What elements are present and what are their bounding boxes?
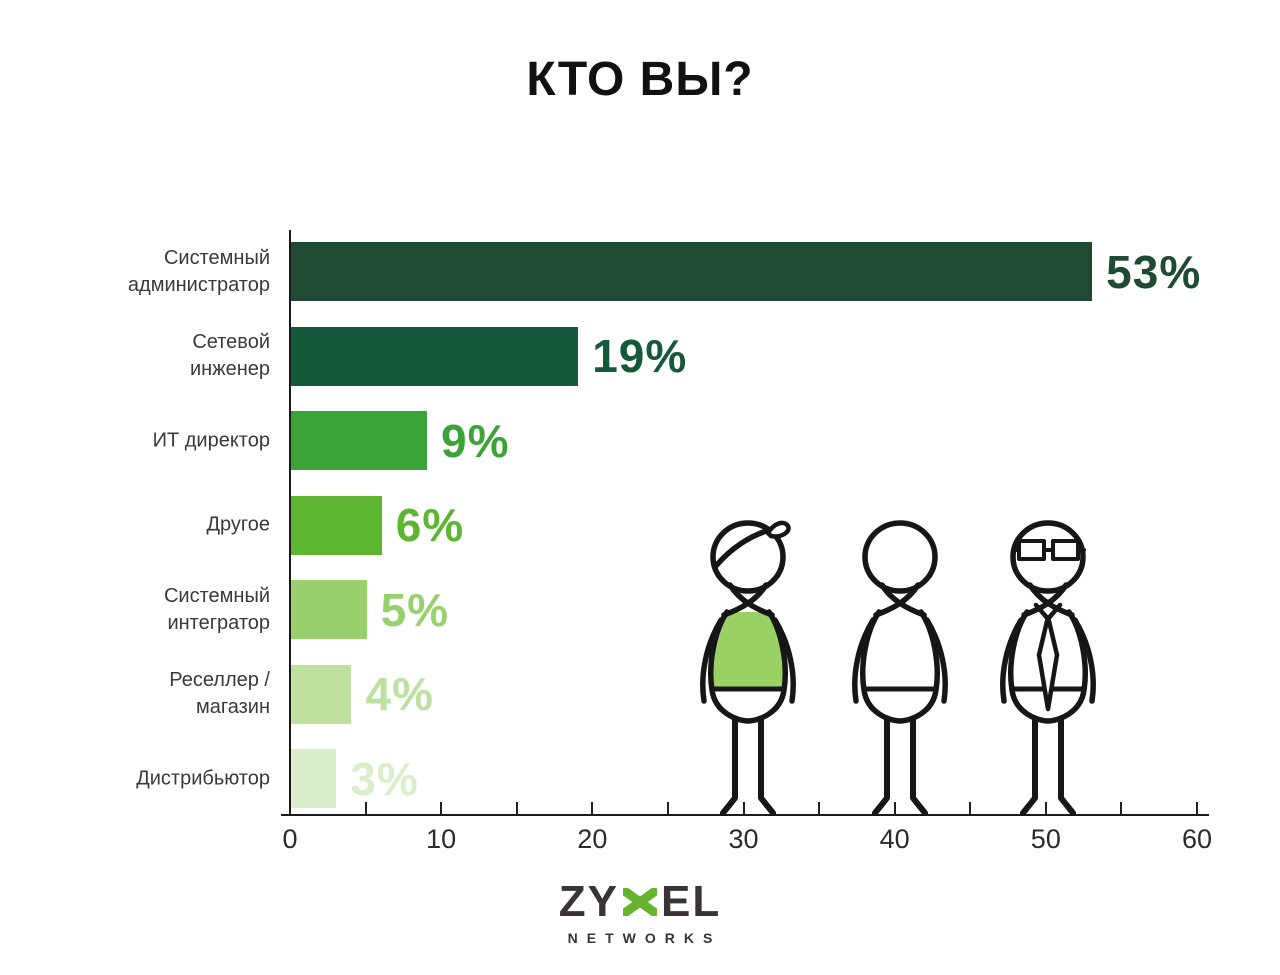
category-label: Системный администратор [127,246,270,296]
category-label: Дистрибьютор [136,767,270,789]
x-axis-tick [440,802,443,814]
x-axis-tick [666,802,669,814]
logo-text-left: ZY [558,877,619,926]
bar [291,580,367,639]
x-axis-tick-label: 30 [728,824,759,854]
person-glasses-tie-icon [1000,520,1096,816]
value-label: 4% [365,668,434,720]
value-label: 3% [350,752,419,805]
value-label: 5% [380,583,450,636]
category-label: Другое [206,513,270,536]
zyxel-logo: ZY EL NETWORKS [0,880,1280,947]
zyxel-wordmark: ZY EL [0,880,1280,924]
x-axis-tick [969,802,972,814]
y-axis-line [289,230,291,816]
x-axis-tick-label: 20 [577,824,608,854]
x-axis-tick [742,802,745,814]
value-label: 6% [395,499,465,551]
people-illustration [700,520,1096,816]
x-axis-tick [1120,802,1123,814]
bar [291,749,337,808]
logo-text-right: EL [661,877,722,926]
value-label: 19% [592,330,688,382]
x-axis-tick [893,802,896,814]
bar [291,242,1093,301]
x-axis-tick [364,802,367,814]
person-plain-icon [852,520,948,816]
category-label: Сетевой инженер [189,331,270,380]
x-axis-tick [591,802,594,814]
chart-title: КТО ВЫ? [526,53,754,106]
x-axis-tick [515,802,518,814]
person-green-vest-icon [700,520,796,816]
value-label: 53% [1106,245,1202,298]
category-label: ИТ директор [152,429,270,451]
bar [291,664,352,724]
x-axis-line [281,814,1209,816]
value-label: 9% [441,414,510,467]
x-axis-tick-label: 0 [282,824,298,854]
bar [291,495,382,555]
bar [291,411,428,470]
x-axis-tick [1044,802,1047,814]
x-axis-tick-label: 40 [879,824,910,854]
category-label: Реселлер / магазин [169,669,270,718]
x-axis-tick-label: 60 [1181,824,1213,854]
logo-networks-text: NETWORKS [567,930,722,946]
x-axis-tick [1196,802,1198,814]
x-axis-tick [818,802,821,814]
x-axis-tick-label: 10 [426,824,457,854]
bar [291,326,579,386]
zyxel-x-icon [623,888,657,916]
category-label: Системный интегратор [163,584,270,634]
x-axis-tick-label: 50 [1030,824,1061,854]
